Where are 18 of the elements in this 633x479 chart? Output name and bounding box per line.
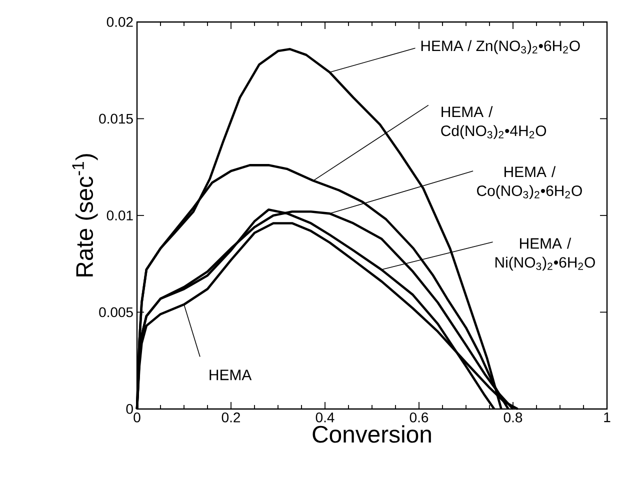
x-tick-label: 0.2 [222, 412, 240, 422]
annotation: HEMA / Cd(NO$_{3}$)$_{2}$•4H$_{2}$O [441, 106, 546, 140]
annotation: HEMA / Zn(NO$_{3}$)$_{2}$•6H$_{2}$O [421, 40, 580, 54]
annotation: HEMA [210, 370, 252, 380]
x-tick-label: 1 [604, 412, 610, 422]
y-tick-label: 0 [126, 404, 133, 414]
x-tick-label: 0.4 [316, 412, 334, 422]
y-tick-label: 0.005 [99, 307, 133, 318]
annotation: HEMA / Ni(NO$_{3}$)$_{2}$•6H$_{2}$O [495, 238, 595, 271]
y-tick-label: 0.015 [99, 114, 133, 124]
y-tick-label: 0.01 [106, 210, 133, 220]
annotation: HEMA / Co(NO$_{3}$)$_{2}$•6H$_{2}$O [477, 166, 582, 200]
x-tick-label: 0.8 [504, 412, 522, 422]
y-tick-label: 0.02 [106, 17, 133, 27]
x-tick-label: 0.6 [410, 412, 428, 422]
y-axis-title: Rate (sec$^{-1}$) [72, 154, 98, 276]
x-axis-title: Conversion [312, 425, 431, 443]
x-tick-label: 0 [134, 412, 140, 422]
